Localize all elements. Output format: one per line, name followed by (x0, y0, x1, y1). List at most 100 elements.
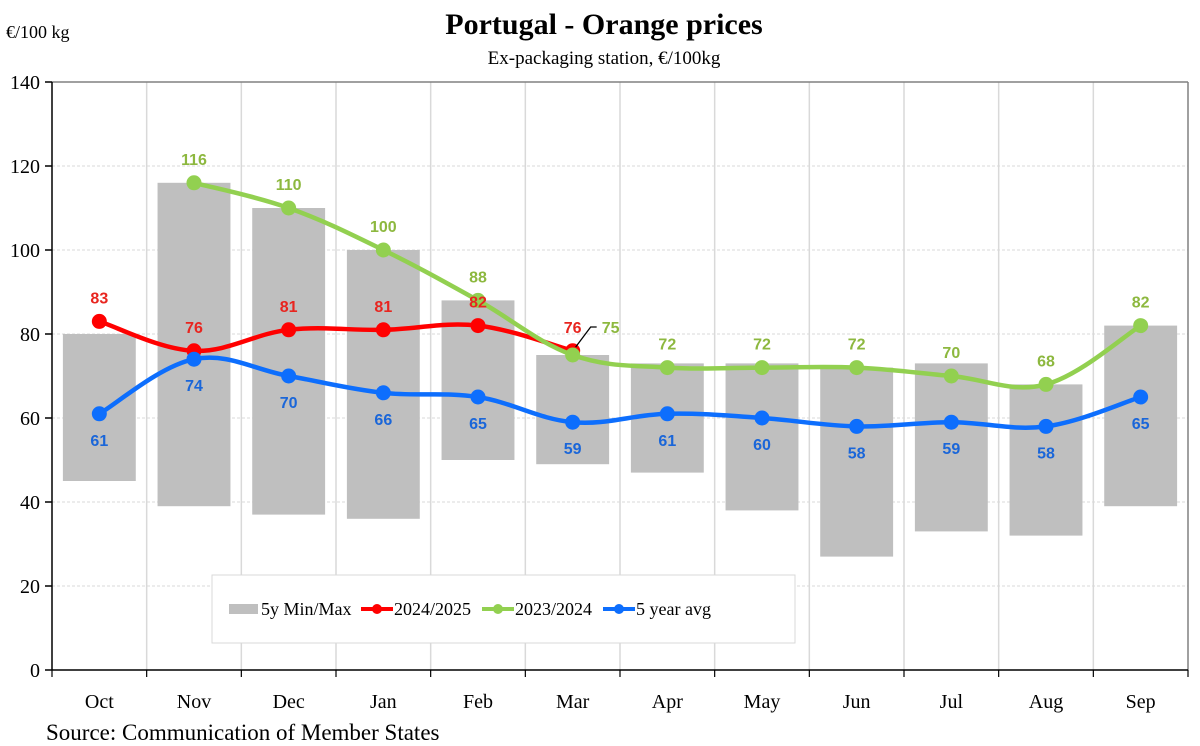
data-label-5-year-avg-mar: 59 (564, 441, 582, 458)
y-tick-label: 40 (20, 492, 40, 514)
y-tick-label: 80 (20, 324, 40, 346)
y-tick-label: 0 (30, 660, 40, 682)
gridlines (52, 82, 1188, 670)
point-5-year-avg-sep (1133, 389, 1149, 405)
point-2023-2024-mar (565, 347, 581, 363)
point-2023-2024-jul (943, 368, 959, 384)
x-tick-label-dec: Dec (273, 691, 305, 713)
x-tick-label-jul: Jul (940, 691, 964, 713)
legend-swatch-2024-2025 (361, 604, 393, 614)
point-5-year-avg-may (754, 410, 770, 426)
point-5-year-avg-aug (1038, 418, 1054, 434)
point-5-year-avg-apr (659, 406, 675, 422)
x-tick-label-oct: Oct (85, 691, 114, 713)
data-label-5-year-avg-jun: 58 (848, 445, 866, 462)
data-label-5-year-avg-sep: 65 (1132, 416, 1150, 433)
x-tick-label-mar: Mar (556, 691, 590, 713)
point-2023-2024-jan (375, 242, 391, 258)
data-label-2023-2024-sep: 82 (1132, 295, 1150, 312)
point-2023-2024-may (754, 360, 770, 376)
data-label-5-year-avg-feb: 65 (469, 416, 487, 433)
data-label-2023-2024-jul: 70 (942, 345, 960, 362)
legend-swatch-2023-2024 (482, 604, 514, 614)
point-2023-2024-jun (849, 360, 865, 376)
point-5-year-avg-feb (470, 389, 486, 405)
data-labels: 83 76 81 81 82 76 116 110 100 88 75 72 72 72 70 68 82 61 7… (90, 152, 1149, 463)
chart-subtitle: Ex-packaging station, €/100kg (488, 48, 721, 69)
chart-title: Portugal - Orange prices (445, 8, 762, 41)
point-2024-2025-dec (281, 322, 297, 338)
point-5-year-avg-nov (186, 351, 202, 367)
data-label-2024-2025-jan: 81 (374, 299, 392, 316)
min-max-bar-may (725, 363, 799, 511)
data-label-5-year-avg-nov: 74 (185, 378, 203, 395)
point-5-year-avg-oct (91, 406, 107, 422)
data-label-2023-2024-feb: 88 (469, 269, 487, 286)
x-tick-label-feb: Feb (463, 691, 493, 713)
data-label-5-year-avg-may: 60 (753, 437, 771, 454)
x-tick-label-may: May (744, 691, 781, 713)
min-max-bar-sep (1104, 325, 1178, 507)
point-5-year-avg-jan (375, 385, 391, 401)
x-tick-label-nov: Nov (177, 691, 211, 713)
series-lines (91, 175, 1149, 434)
min-max-bar-aug (1009, 384, 1083, 536)
data-label-2023-2024-jan: 100 (370, 219, 397, 236)
source-note: Source: Communication of Member States (46, 720, 440, 745)
x-tick-label-jan: Jan (370, 691, 397, 713)
point-2024-2025-oct (91, 313, 107, 329)
x-tick-label-jun: Jun (843, 691, 871, 713)
y-tick-label: 100 (10, 240, 40, 262)
point-2023-2024-dec (281, 200, 297, 216)
x-tick-labels: Oct Nov Dec Jan Feb Mar Apr May Jun Jul Aug Sep (85, 691, 1156, 713)
leader-line-2023-2024-mar (575, 326, 597, 348)
point-2024-2025-jan (375, 322, 391, 338)
data-label-5-year-avg-jul: 59 (942, 441, 960, 458)
legend-label-5-year-avg: 5 year avg (636, 599, 711, 619)
x-tick-label-sep: Sep (1126, 691, 1156, 713)
min-max-bar-jan (346, 250, 420, 519)
y-tick-label: 120 (10, 156, 40, 178)
y-tick-label: 20 (20, 576, 40, 598)
point-5-year-avg-jun (849, 418, 865, 434)
axes (45, 81, 1189, 677)
data-label-2023-2024-apr: 72 (658, 337, 676, 354)
legend-label-min-max: 5y Min/Max (261, 599, 352, 619)
point-5-year-avg-jul (943, 414, 959, 430)
y-axis-unit-label: €/100 kg (6, 22, 70, 42)
point-5-year-avg-mar (565, 414, 581, 430)
x-tick-label-apr: Apr (652, 691, 683, 713)
y-tick-labels: 0 20 40 60 80 100 120 140 (10, 72, 40, 682)
legend-label-2023-2024: 2023/2024 (515, 599, 592, 619)
min-max-bar-mar (536, 355, 610, 465)
data-label-2023-2024-nov: 116 (181, 152, 207, 169)
point-2023-2024-nov (186, 175, 202, 191)
data-label-2024-2025-nov: 76 (185, 320, 203, 337)
data-label-2024-2025-dec: 81 (280, 299, 298, 316)
x-tick-label-aug: Aug (1029, 691, 1063, 713)
point-2023-2024-sep (1133, 318, 1149, 334)
data-label-2024-2025-oct: 83 (90, 290, 108, 307)
min-max-bands (62, 182, 1178, 557)
legend-swatch-min-max (229, 604, 258, 614)
y-tick-label: 140 (10, 72, 40, 94)
point-2023-2024-aug (1038, 376, 1054, 392)
data-label-2023-2024-dec: 110 (276, 177, 302, 194)
legend: 5y Min/Max 2024/2025 2023/2024 5 year av… (211, 574, 796, 644)
point-2023-2024-feb (470, 292, 486, 308)
legend-label-2024-2025: 2024/2025 (394, 599, 471, 619)
data-label-2023-2024-jun: 72 (848, 337, 866, 354)
data-label-2024-2025-feb: 82 (469, 295, 487, 312)
data-label-5-year-avg-jan: 66 (374, 412, 392, 429)
y-tick-label: 60 (20, 408, 40, 430)
data-label-5-year-avg-apr: 61 (658, 433, 676, 450)
data-label-2023-2024-may: 72 (753, 337, 771, 354)
point-5-year-avg-dec (281, 368, 297, 384)
point-2023-2024-apr (659, 360, 675, 376)
data-label-2024-2025-mar: 76 (564, 320, 582, 337)
min-max-bar-jul (914, 363, 988, 532)
point-2024-2025-feb (470, 318, 486, 334)
min-max-bar-jun (820, 367, 894, 557)
min-max-bar-dec (252, 208, 326, 515)
